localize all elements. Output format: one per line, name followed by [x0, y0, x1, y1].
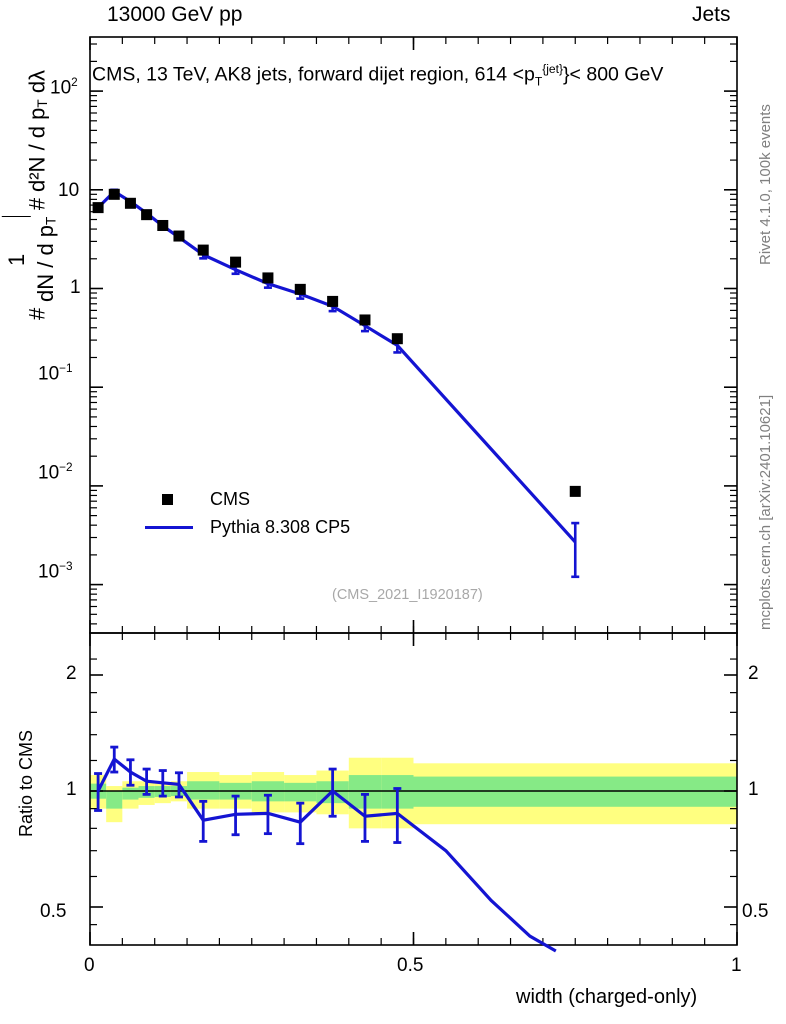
- y-tick-label-1e-2: 10−2: [38, 461, 73, 484]
- data-markers-main: [92, 188, 581, 497]
- ratio-y-tick-label-1-left: 1: [66, 779, 77, 800]
- legend-item-cms[interactable]: CMS: [145, 485, 350, 513]
- y-tick-label-1e-1: 10−1: [38, 362, 73, 385]
- ratio-errorbars: [94, 745, 402, 846]
- plot-title-sup: {jet}: [542, 62, 564, 76]
- plot-title-sub: T: [534, 74, 543, 89]
- legend-item-pythia[interactable]: Pythia 8.308 CP5: [145, 513, 350, 541]
- ratio-y-tick-label-05-left: 0.5: [40, 901, 67, 922]
- header-left-beam: 13000 GeV pp: [107, 3, 243, 26]
- y-tick-label-1: 1: [70, 277, 81, 298]
- x-tick-label-05: 0.5: [397, 955, 424, 976]
- mc-curve-main: [96, 189, 577, 544]
- plot-title-text: CMS, 13 TeV, AK8 jets, forward dijet reg…: [92, 63, 535, 86]
- ratio-uncertainty-bands: [90, 757, 737, 829]
- legend-line-swatch: [145, 525, 193, 529]
- legend-label-pythia: Pythia 8.308 CP5: [210, 516, 351, 537]
- plot-title-tail: }< 800 GeV: [563, 63, 664, 86]
- ratio-y-tick-label-2-left: 2: [66, 663, 77, 684]
- y-tick-label-10: 10: [58, 180, 80, 201]
- y-tick-label-1e2: 102: [50, 76, 78, 99]
- y-tick-label-1e-3: 10−3: [38, 560, 73, 583]
- plot-title: CMS, 13 TeV, AK8 jets, forward dijet reg…: [92, 62, 663, 88]
- analysis-watermark: (CMS_2021_I1920187): [332, 587, 483, 603]
- x-axis-label: width (charged-only): [516, 986, 698, 1008]
- header-right-category: Jets: [692, 3, 731, 26]
- ratio-y-tick-label-2-right: 2: [748, 663, 759, 684]
- ratio-y-tick-label-1-right: 1: [748, 779, 759, 800]
- ratio-panel-frame: [89, 632, 738, 946]
- x-tick-label-0: 0: [84, 955, 95, 976]
- legend: CMS Pythia 8.308 CP5: [145, 485, 350, 541]
- legend-marker-square: [162, 493, 173, 505]
- mc-errorbars-main: [94, 188, 580, 579]
- main-panel-frame: [89, 36, 738, 634]
- legend-label-cms: CMS: [210, 488, 250, 509]
- ratio-y-tick-label-05-right: 0.5: [742, 901, 769, 922]
- x-tick-label-1: 1: [731, 955, 742, 976]
